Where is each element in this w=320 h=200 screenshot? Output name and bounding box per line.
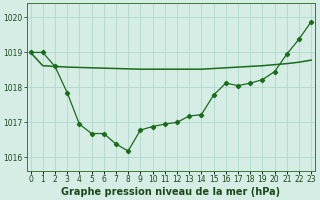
X-axis label: Graphe pression niveau de la mer (hPa): Graphe pression niveau de la mer (hPa) [61,187,280,197]
